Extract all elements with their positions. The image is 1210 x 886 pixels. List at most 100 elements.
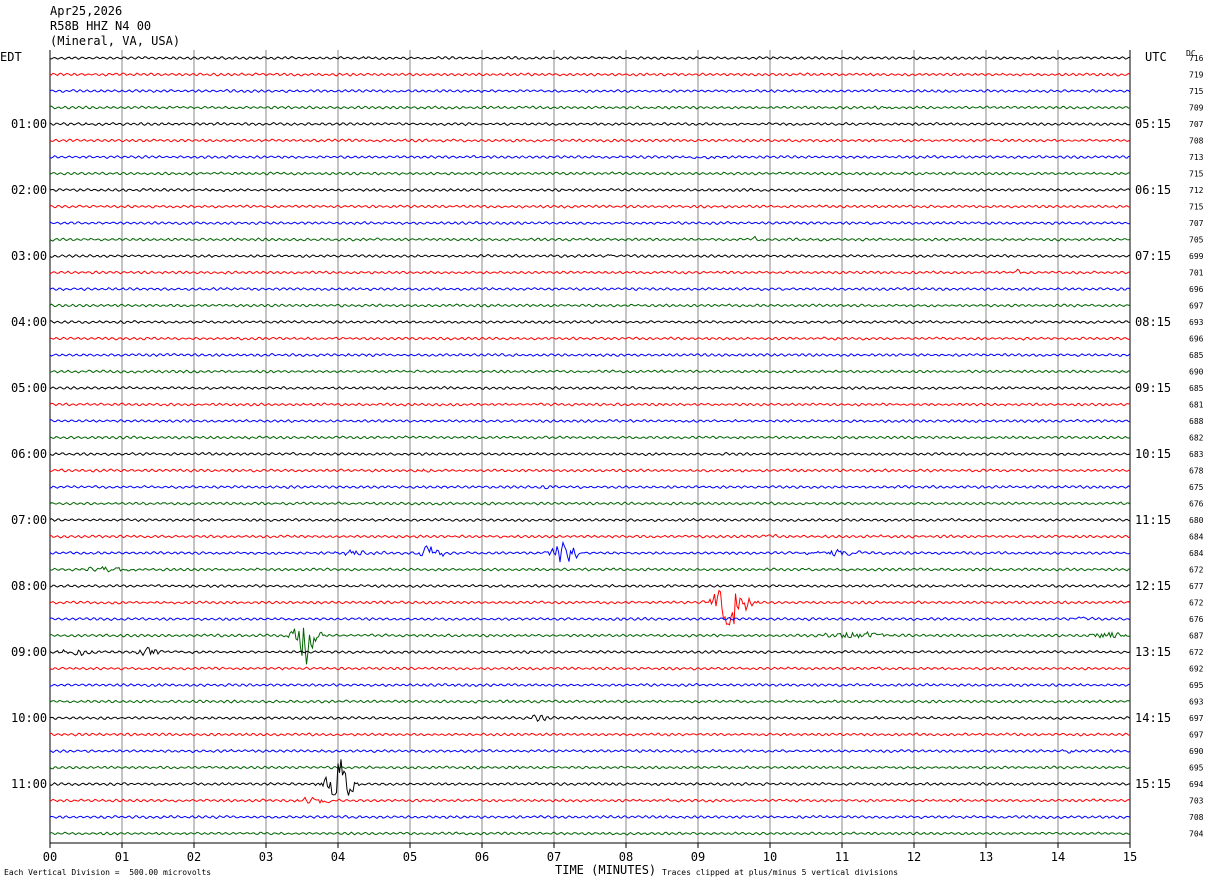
trace-31 (49, 565, 1131, 573)
trace-35 (50, 627, 1131, 665)
trace-7 (49, 171, 1131, 176)
dc-value-26: 675 (1189, 483, 1204, 492)
trace-8 (49, 187, 1131, 193)
right-hour-label-9: 14:15 (1135, 711, 1171, 725)
trace-41 (49, 732, 1131, 737)
dc-value-15: 697 (1189, 302, 1204, 311)
x-tick-label-13: 13 (979, 850, 993, 864)
right-hour-label-0: 05:15 (1135, 117, 1171, 131)
right-hour-label-6: 11:15 (1135, 513, 1171, 527)
trace-26 (49, 484, 1131, 490)
dc-value-24: 683 (1189, 450, 1204, 459)
trace-42 (49, 748, 1131, 754)
dc-value-0: 716 (1189, 54, 1204, 63)
trace-28 (49, 517, 1131, 523)
x-tick-label-6: 06 (475, 850, 489, 864)
trace-45 (49, 796, 1131, 805)
dc-header: DC (1186, 49, 1196, 58)
right-hour-label-5: 10:15 (1135, 447, 1171, 461)
dc-value-18: 685 (1189, 351, 1204, 360)
right-hour-label-3: 08:15 (1135, 315, 1171, 329)
dc-value-2: 715 (1189, 87, 1204, 96)
x-tick-label-12: 12 (907, 850, 921, 864)
dc-value-46: 708 (1189, 813, 1204, 822)
right-timezone-label: UTC (1145, 50, 1167, 64)
trace-38 (50, 682, 1131, 688)
seismic-traces (49, 55, 1131, 836)
trace-4 (49, 121, 1131, 127)
trace-46 (49, 814, 1131, 820)
left-hour-label-7: 08:00 (11, 579, 47, 593)
dc-value-28: 680 (1189, 516, 1204, 525)
right-hour-label-2: 07:15 (1135, 249, 1171, 263)
dc-value-43: 695 (1189, 764, 1204, 773)
trace-19 (49, 369, 1131, 374)
trace-44 (49, 759, 1131, 796)
dc-value-44: 694 (1189, 780, 1204, 789)
scale-note: Each Vertical Division = 500.00 microvol… (4, 868, 212, 877)
x-axis-ticks: 00 01 02 03 04 05 06 07 08 09 10 11 12 13 14 15 (43, 843, 1137, 864)
x-tick-label-8: 08 (619, 850, 633, 864)
plot-date: Apr25,2026 (50, 4, 123, 18)
trace-11 (49, 235, 1131, 242)
dc-value-3: 709 (1189, 104, 1204, 113)
dc-value-34: 676 (1189, 615, 1204, 624)
station-location: (Mineral, VA, USA) (50, 34, 181, 48)
x-tick-label-15: 15 (1123, 850, 1137, 864)
x-tick-label-5: 05 (403, 850, 417, 864)
trace-20 (49, 385, 1131, 391)
trace-36 (49, 646, 1131, 657)
dc-values: 716 719 715 709 707 708 713 715 712 715 707 705 699 7… (1189, 54, 1204, 839)
dc-value-13: 701 (1189, 269, 1204, 278)
x-tick-label-9: 09 (691, 850, 705, 864)
left-hour-label-5: 06:00 (11, 447, 47, 461)
dc-value-30: 684 (1189, 549, 1204, 558)
trace-0 (50, 55, 1131, 61)
trace-12 (49, 253, 1131, 259)
trace-23 (49, 435, 1131, 440)
trace-33 (49, 589, 1131, 626)
trace-6 (49, 154, 1131, 160)
trace-27 (49, 501, 1131, 506)
left-hour-label-9: 10:00 (11, 711, 47, 725)
dc-value-12: 699 (1189, 252, 1204, 261)
trace-15 (49, 303, 1131, 308)
x-tick-label-10: 10 (763, 850, 777, 864)
right-hour-label-7: 12:15 (1135, 579, 1171, 593)
trace-2 (49, 88, 1131, 94)
trace-14 (49, 286, 1131, 292)
trace-29 (49, 533, 1131, 539)
left-hour-label-8: 09:00 (11, 645, 47, 659)
dc-value-33: 672 (1189, 599, 1204, 608)
trace-37 (49, 666, 1131, 671)
dc-value-39: 693 (1189, 698, 1204, 707)
x-axis-label: TIME (MINUTES) (555, 863, 657, 877)
x-tick-label-1: 01 (115, 850, 129, 864)
x-tick-label-11: 11 (835, 850, 849, 864)
right-hour-label-4: 09:15 (1135, 381, 1171, 395)
x-tick-label-7: 07 (547, 850, 561, 864)
dc-value-35: 687 (1189, 632, 1204, 641)
dc-value-40: 697 (1189, 714, 1204, 723)
dc-value-37: 692 (1189, 665, 1204, 674)
left-hour-label-1: 02:00 (11, 183, 47, 197)
dc-value-41: 697 (1189, 731, 1204, 740)
dc-value-14: 696 (1189, 285, 1204, 294)
dc-value-8: 712 (1189, 186, 1204, 195)
trace-1 (49, 72, 1131, 77)
dc-value-47: 704 (1189, 830, 1204, 839)
dc-value-42: 690 (1189, 747, 1204, 756)
dc-value-6: 713 (1189, 153, 1204, 162)
trace-5 (49, 138, 1131, 143)
left-hour-label-10: 11:00 (11, 777, 47, 791)
dc-value-9: 715 (1189, 203, 1204, 212)
left-hour-label-2: 03:00 (11, 249, 47, 263)
dc-value-29: 684 (1189, 533, 1204, 542)
dc-value-20: 685 (1189, 384, 1204, 393)
station-id: R58B HHZ N4 00 (50, 19, 152, 33)
right-hour-labels: 05:15 06:15 07:15 08:15 09:15 10:15 11:15 12:15… (1135, 117, 1171, 791)
trace-17 (49, 336, 1131, 341)
right-hour-label-1: 06:15 (1135, 183, 1171, 197)
trace-10 (49, 220, 1131, 226)
left-hour-label-3: 04:00 (11, 315, 47, 329)
